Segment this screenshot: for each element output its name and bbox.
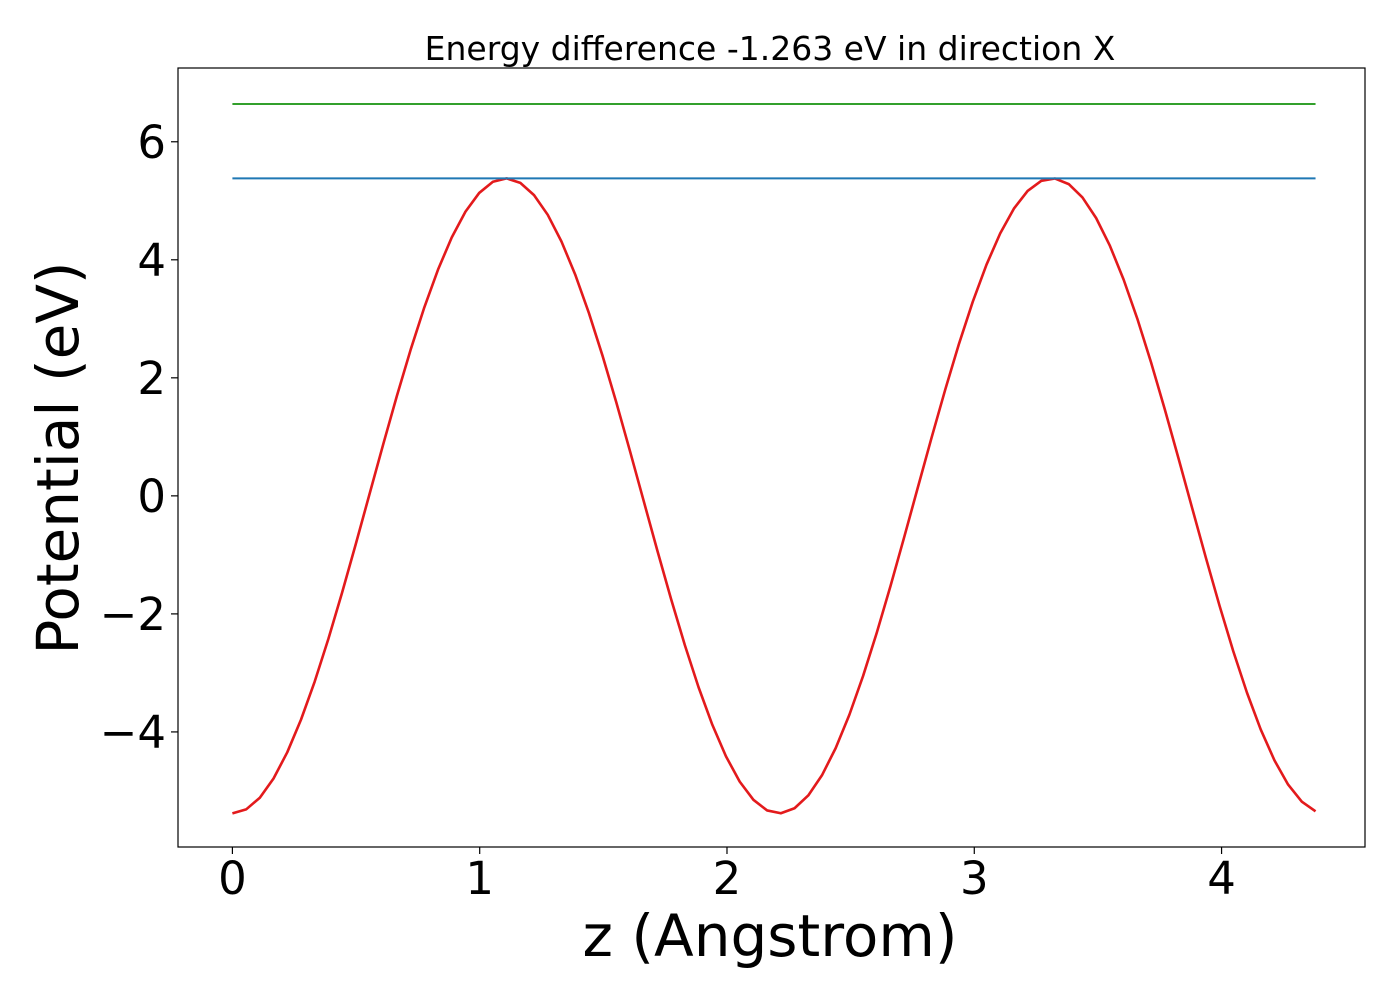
x-axis-label: z (Angstrom) [583, 902, 958, 970]
y-tick-label: −2 [100, 588, 166, 641]
y-axis-label: Potential (eV) [24, 261, 92, 654]
y-tick-label: −4 [100, 706, 166, 759]
y-axis-ticks: −4 −2 0 2 4 6 [100, 116, 178, 759]
x-tick-label: 0 [218, 852, 247, 905]
x-tick-label: 2 [713, 852, 742, 905]
x-tick-label: 1 [465, 852, 494, 905]
y-tick-label: 0 [137, 470, 166, 523]
x-tick-label: 3 [960, 852, 989, 905]
y-tick-label: 4 [137, 234, 166, 287]
y-tick-label: 6 [137, 116, 166, 169]
series-curve-0 [232, 177, 1317, 815]
x-tick-label: 4 [1207, 852, 1236, 905]
chart-title: Energy difference -1.263 eV in direction… [425, 29, 1116, 68]
x-axis-ticks: 0 1 2 3 4 [218, 847, 1236, 905]
series-layer [232, 102, 1317, 815]
plot-frame [177, 67, 1366, 848]
y-tick-label: 2 [137, 352, 166, 405]
